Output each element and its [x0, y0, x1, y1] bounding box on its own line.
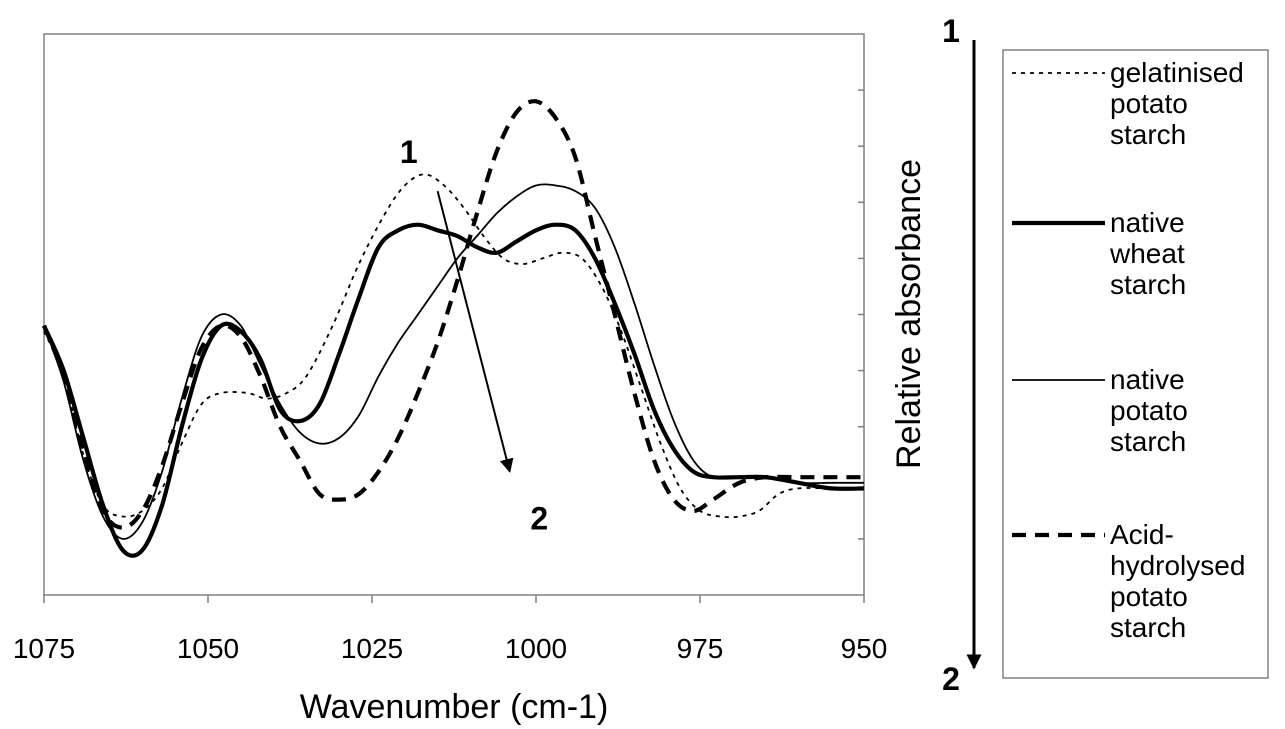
- legend-label-native-wheat-starch: native: [1110, 207, 1185, 238]
- legend-label-gelatinised-potato-starch: gelatinised: [1110, 57, 1244, 88]
- annotation-label-end: 2: [530, 501, 548, 537]
- x-tick-label: 1075: [13, 633, 75, 664]
- legend-label-native-potato-starch: starch: [1110, 426, 1186, 457]
- legend-label-acid-hydrolysed-potato-starch: starch: [1110, 612, 1186, 643]
- annotation-arrow: [436, 190, 514, 473]
- legend-label-native-potato-starch: native: [1110, 364, 1185, 395]
- x-tick-label: 1050: [177, 633, 239, 664]
- x-tick-label: 975: [677, 633, 724, 664]
- series-line-native-potato-starch: [43, 183, 864, 540]
- y-axis-ticks: [858, 89, 864, 540]
- series-line-native-wheat-starch: [42, 222, 865, 558]
- x-axis-ticks: [43, 595, 865, 603]
- legend-label-gelatinised-potato-starch: potato: [1110, 88, 1188, 119]
- legend-label-acid-hydrolysed-potato-starch: hydrolysed: [1110, 550, 1245, 581]
- legend-label-native-potato-starch: potato: [1110, 395, 1188, 426]
- plot-area: [43, 33, 865, 596]
- x-axis-tick-labels: 1075 1050 1025 1000 975 950: [13, 633, 888, 664]
- x-axis-title: Wavenumber (cm-1): [300, 688, 609, 726]
- legend-label-gelatinised-potato-starch: starch: [1110, 119, 1186, 150]
- legend-box: [1002, 49, 1269, 679]
- legend-label-acid-hydrolysed-potato-starch: potato: [1110, 581, 1188, 612]
- y-axis-title: Relative absorbance: [890, 159, 928, 469]
- annotation-label-start: 1: [400, 134, 418, 170]
- legend-arrow-label-bottom: 2: [942, 661, 960, 697]
- series-line-acid-hydrolysed-potato-starch: [42, 99, 864, 530]
- legend-label-native-wheat-starch: starch: [1110, 269, 1186, 300]
- legend-arrow-label-top: 1: [942, 13, 960, 49]
- legend-label-acid-hydrolysed-potato-starch: Acid-: [1110, 519, 1174, 550]
- x-tick-label: 1025: [341, 633, 403, 664]
- x-tick-label: 1000: [505, 633, 567, 664]
- series-layer: [42, 99, 865, 558]
- x-tick-label: 950: [841, 633, 888, 664]
- legend-label-native-wheat-starch: wheat: [1109, 238, 1185, 269]
- legend: gelatinisedpotatostarchnativewheatstarch…: [1012, 57, 1245, 643]
